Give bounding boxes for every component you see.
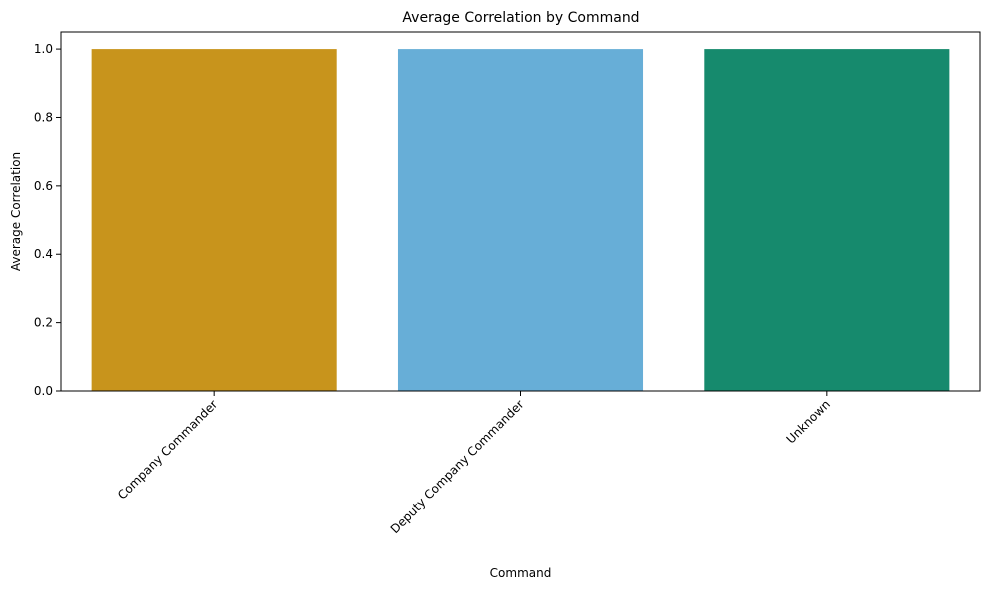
y-tick-label: 1.0	[34, 42, 53, 56]
y-axis: 0.0 0.2 0.4 0.6 0.8 1.0	[34, 42, 61, 398]
bars	[91, 49, 950, 391]
x-tick-label: Deputy Company Commander	[388, 397, 527, 536]
x-tick-label: Unknown	[784, 397, 833, 446]
bar-deputy-company-commander	[397, 49, 644, 391]
bar-company-commander	[91, 49, 337, 391]
y-tick-label: 0.4	[34, 247, 53, 261]
x-axis: Company Commander Deputy Company Commande…	[115, 391, 833, 536]
x-axis-title: Command	[490, 566, 552, 580]
y-tick-label: 0.6	[34, 179, 53, 193]
chart-title: Average Correlation by Command	[402, 10, 639, 26]
y-tick-label: 0.8	[34, 110, 53, 124]
x-tick-label: Company Commander	[115, 397, 220, 502]
y-tick-label: 0.0	[34, 384, 53, 398]
y-axis-title: Average Correlation	[9, 152, 23, 271]
y-tick-label: 0.2	[34, 316, 53, 330]
plot-area-frame	[60, 31, 981, 392]
bar-unknown	[704, 49, 950, 391]
